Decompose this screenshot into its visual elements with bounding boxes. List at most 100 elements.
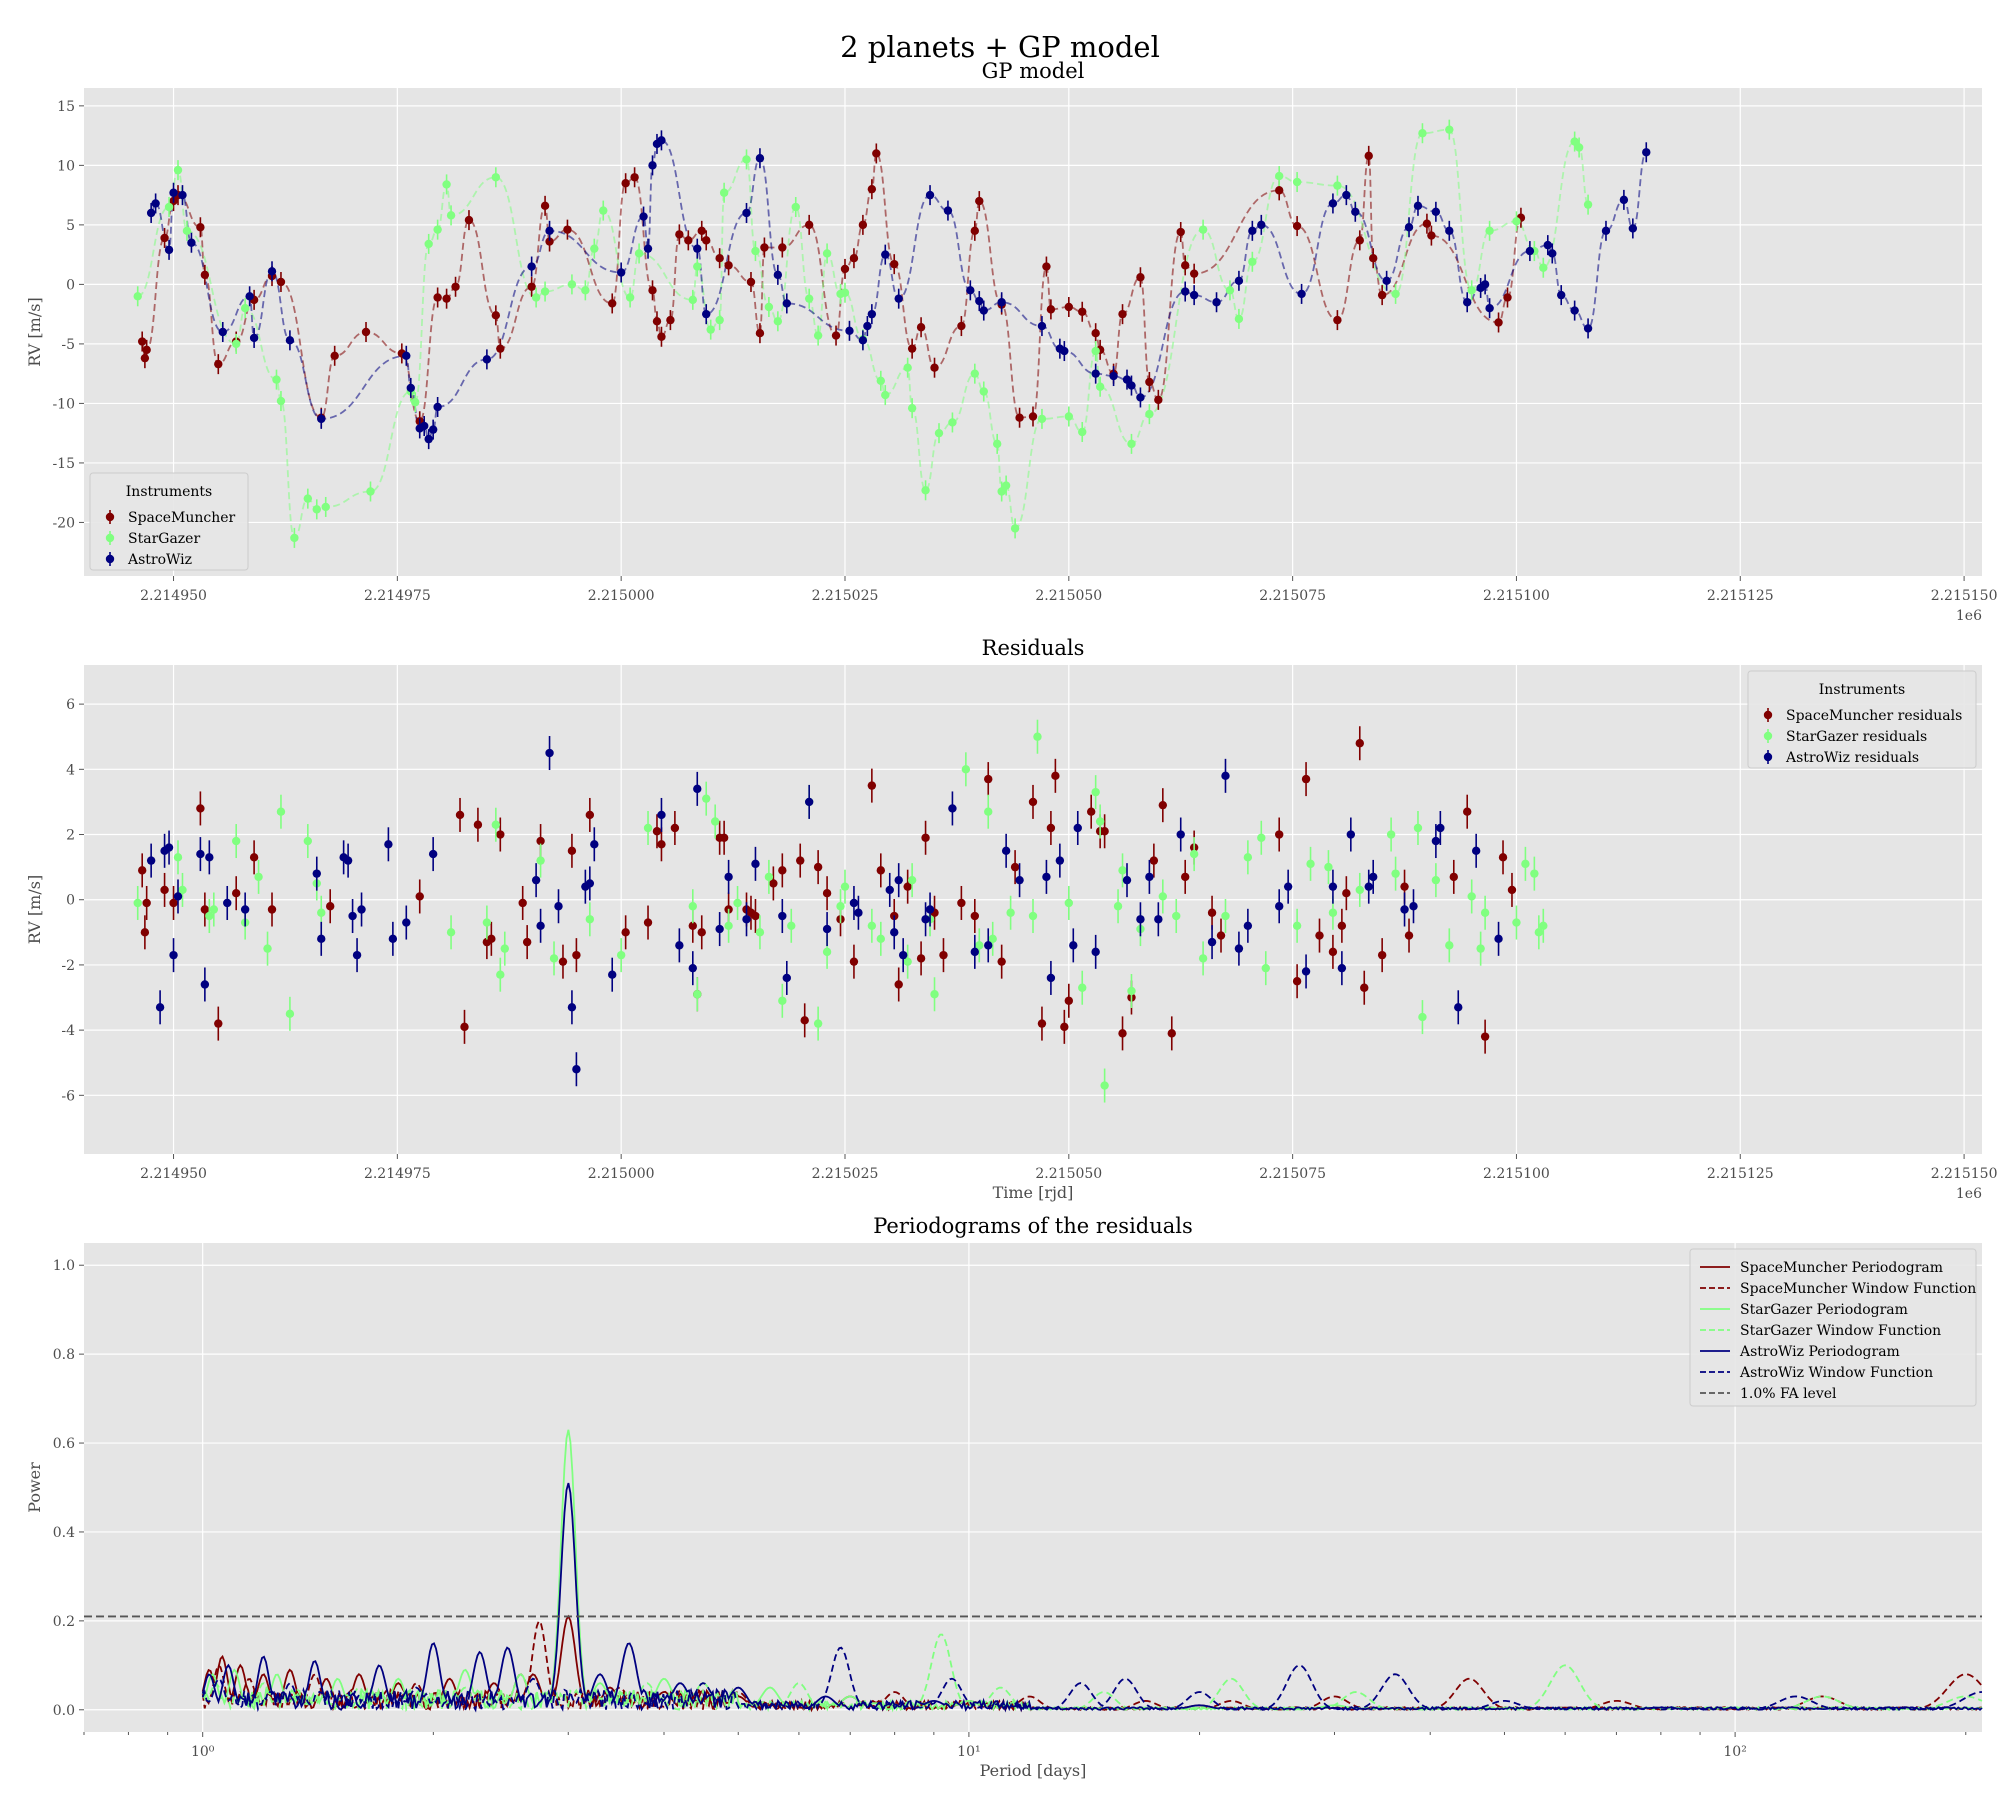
- data-point: [751, 859, 760, 869]
- periodogram-line: [201, 1619, 1983, 1713]
- x-tick-label: 2.215100: [1483, 588, 1550, 604]
- data-point: [1046, 973, 1056, 983]
- data-point: [1404, 931, 1414, 940]
- data-point: [903, 363, 912, 372]
- y-tick-label: 0.0: [53, 1703, 75, 1719]
- data-point: [1548, 249, 1557, 258]
- data-point: [1292, 921, 1302, 930]
- data-point: [1369, 254, 1378, 263]
- data-point: [1391, 869, 1400, 878]
- data-point: [1360, 983, 1369, 992]
- data-point: [697, 226, 706, 236]
- data-point: [1064, 412, 1074, 421]
- y-tick-label: 10: [57, 158, 75, 174]
- data-point: [1355, 739, 1364, 748]
- data-point: [352, 950, 362, 960]
- data-point: [657, 840, 666, 849]
- data-point: [1221, 911, 1230, 921]
- x-tick-label: 2.215125: [1707, 588, 1774, 604]
- data-point: [1001, 846, 1011, 856]
- data-point: [1301, 774, 1311, 784]
- data-point: [420, 421, 429, 431]
- data-point: [231, 889, 241, 898]
- data-point: [1243, 921, 1253, 930]
- data-point: [1512, 217, 1521, 226]
- data-point: [1297, 289, 1306, 299]
- data-point: [446, 928, 456, 937]
- legend-marker: [105, 512, 115, 522]
- gp-model-panel: -20 -15 -10 -5 0 5 10 15 2.214950 2.214975 2.21500…: [25, 59, 1998, 624]
- data-point: [272, 375, 281, 384]
- data-point: [755, 154, 765, 163]
- y-tick-label: 0.6: [53, 1436, 75, 1452]
- data-point: [1539, 921, 1548, 930]
- data-point: [164, 843, 174, 852]
- data-point: [970, 947, 980, 957]
- data-point: [894, 294, 903, 303]
- data-point: [840, 288, 850, 297]
- data-point: [697, 928, 706, 937]
- legend-label: AstroWiz residuals: [1785, 750, 1919, 766]
- data-point: [1498, 853, 1508, 862]
- data-point: [402, 351, 411, 361]
- data-point: [670, 823, 680, 833]
- data-point: [1100, 1081, 1109, 1090]
- legend-label: SpaceMuncher Window Function: [1740, 1281, 1976, 1297]
- data-point: [804, 294, 814, 303]
- data-point: [496, 344, 505, 353]
- data-point: [1431, 875, 1441, 885]
- data-point: [979, 387, 988, 396]
- data-point: [939, 950, 948, 960]
- data-point: [491, 820, 501, 829]
- data-point: [1167, 1029, 1176, 1038]
- x-tick-label: 2.215125: [1707, 1166, 1774, 1182]
- data-point: [643, 244, 653, 253]
- data-point: [196, 804, 205, 813]
- data-point: [957, 321, 966, 331]
- data-point: [1091, 787, 1100, 797]
- data-point: [782, 973, 791, 983]
- data-point: [755, 928, 765, 937]
- data-point: [791, 202, 800, 212]
- data-point: [173, 853, 183, 862]
- data-point: [1342, 190, 1351, 200]
- data-point: [1158, 800, 1168, 810]
- data-point: [1221, 771, 1230, 781]
- data-point: [1037, 414, 1047, 424]
- data-point: [1333, 181, 1342, 190]
- data-point: [1189, 849, 1199, 859]
- data-point: [1145, 409, 1154, 419]
- x-tick-label: 2.215025: [812, 588, 879, 604]
- data-point: [1033, 732, 1042, 741]
- data-point: [169, 950, 178, 960]
- data-point: [549, 954, 559, 963]
- data-point: [822, 947, 832, 957]
- data-point: [388, 934, 398, 944]
- data-point: [822, 249, 832, 258]
- data-point: [1324, 862, 1333, 872]
- data-point: [531, 293, 541, 302]
- data-point: [173, 165, 183, 175]
- data-point: [142, 345, 151, 355]
- data-point: [164, 202, 174, 212]
- y-tick-label: 5: [66, 218, 75, 234]
- data-point: [263, 944, 272, 953]
- data-point: [742, 208, 751, 218]
- data-point: [567, 1003, 577, 1012]
- data-point: [702, 236, 711, 245]
- data-point: [1122, 375, 1132, 384]
- data-point: [1006, 908, 1015, 917]
- data-point: [1064, 996, 1074, 1005]
- x-tick-label: 10⁰: [191, 1744, 215, 1760]
- data-point: [326, 902, 335, 911]
- data-point: [742, 155, 751, 164]
- data-point: [1028, 911, 1038, 921]
- data-point: [1377, 290, 1387, 300]
- data-point: [182, 226, 192, 236]
- data-point: [384, 840, 393, 849]
- data-point: [1275, 830, 1284, 839]
- data-point: [1257, 833, 1266, 842]
- data-point: [876, 866, 886, 875]
- data-point: [254, 872, 263, 882]
- y-tick-label: -6: [61, 1088, 75, 1104]
